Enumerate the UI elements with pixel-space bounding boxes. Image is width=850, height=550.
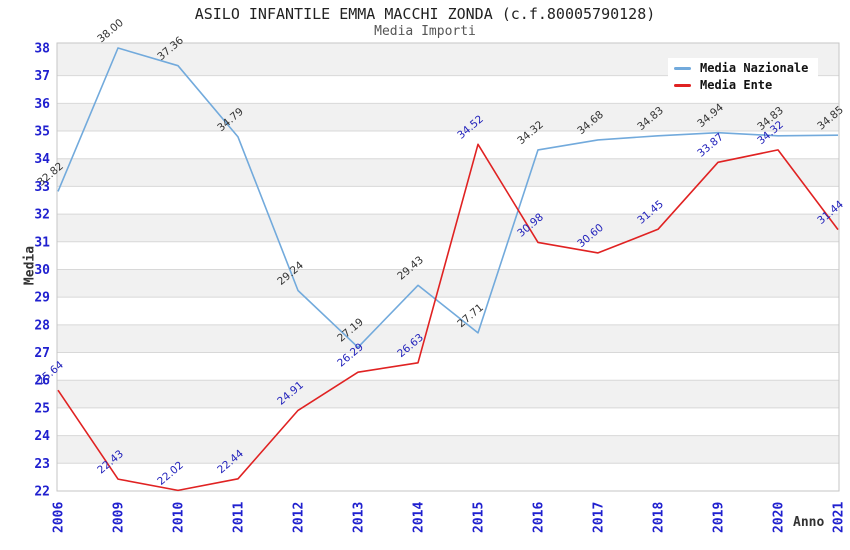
y-tick-label: 23 <box>34 457 50 472</box>
y-tick-label: 33 <box>34 180 50 195</box>
legend-swatch-media-nazionale <box>674 66 691 70</box>
x-tick-label: 2021 <box>832 502 847 533</box>
y-tick-label: 27 <box>34 346 50 361</box>
chart-title: ASILO INFANTILE EMMA MACCHI ZONDA (c.f.8… <box>194 5 656 23</box>
legend-swatch-media-ente <box>674 83 691 87</box>
series-line-media-nazionale <box>57 47 839 349</box>
y-tick-label: 37 <box>34 69 50 84</box>
data-label: 33.87 <box>695 131 726 160</box>
legend: Media Nazionale Media Ente <box>668 58 819 96</box>
y-tick-label: 22 <box>34 485 50 500</box>
series-line-media-ente <box>57 143 839 492</box>
x-tick-label: 2009 <box>112 502 127 533</box>
y-tick-label: 35 <box>34 125 50 140</box>
x-tick-label: 2020 <box>772 502 787 533</box>
grid-band <box>57 103 839 132</box>
x-tick-label: 2006 <box>52 502 67 533</box>
x-tick-label: 2019 <box>712 502 727 533</box>
y-tick-label: 34 <box>34 152 50 167</box>
grid-band <box>57 158 839 187</box>
x-tick-label: 2018 <box>652 502 667 533</box>
y-tick-label: 36 <box>34 97 50 112</box>
plot-border <box>56 42 840 492</box>
x-tick-label: 2015 <box>472 502 487 533</box>
y-tick-label: 26 <box>34 374 50 389</box>
grid-band <box>57 324 839 353</box>
y-tick-label: 31 <box>34 235 50 250</box>
y-tick-label: 28 <box>34 318 50 333</box>
y-axis-title: Media <box>22 245 38 286</box>
y-tick-label: 32 <box>34 208 50 223</box>
y-tick-label: 24 <box>34 429 50 444</box>
x-tick-label: 2013 <box>352 502 367 533</box>
legend-item-media-nazionale: Media Nazionale <box>674 61 808 75</box>
x-tick-label: 2011 <box>232 502 247 533</box>
x-tick-label: 2016 <box>532 502 547 533</box>
legend-item-media-ente: Media Ente <box>674 78 808 92</box>
grid-band <box>57 269 839 298</box>
x-tick-label: 2014 <box>412 502 427 533</box>
y-tick-label: 30 <box>34 263 50 278</box>
chart-subtitle: Media Importi <box>374 24 476 39</box>
grid-band <box>57 435 839 464</box>
data-label: 38.00 <box>95 17 126 46</box>
x-tick-label: 2012 <box>292 502 307 533</box>
grid-band <box>57 214 839 242</box>
x-tick-label: 2017 <box>592 502 607 533</box>
y-tick-label: 38 <box>34 41 50 56</box>
y-tick-label: 29 <box>34 291 50 306</box>
x-axis-title: Anno <box>793 515 825 530</box>
x-tick-label: 2010 <box>172 502 187 533</box>
legend-label: Media Ente <box>700 78 773 92</box>
legend-label: Media Nazionale <box>700 61 809 75</box>
grid-band <box>57 380 839 408</box>
y-tick-label: 25 <box>34 401 50 416</box>
